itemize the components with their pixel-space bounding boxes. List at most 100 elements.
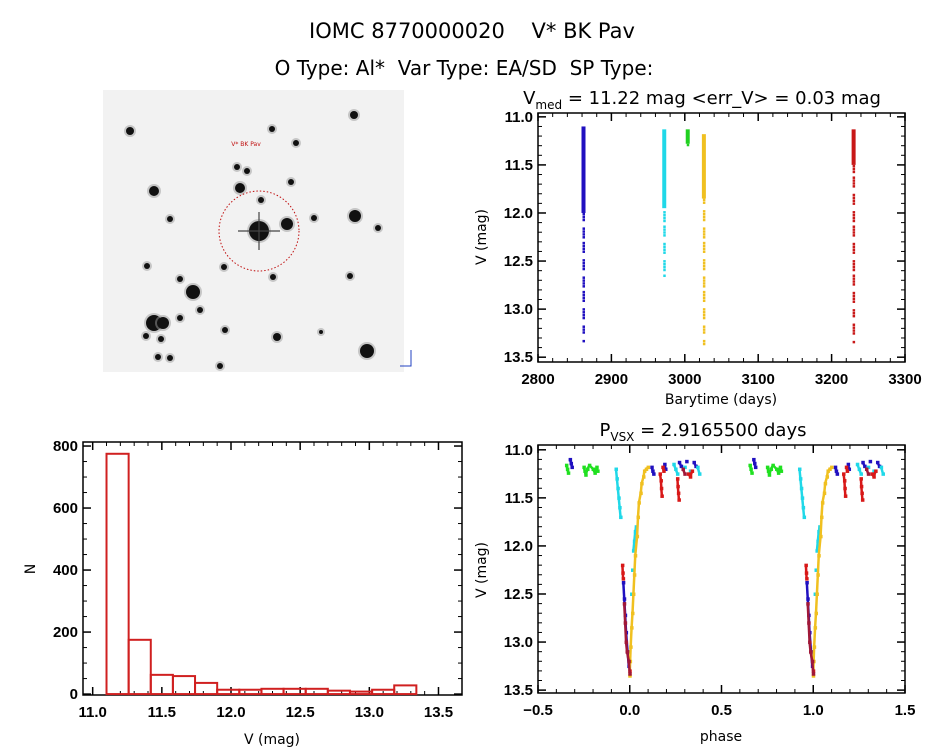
data-point-season-2 <box>663 260 666 263</box>
star <box>149 186 159 196</box>
star <box>293 140 299 146</box>
data-point-blue <box>685 459 689 464</box>
x-tick-label: 3300 <box>888 371 921 388</box>
data-segment-gold <box>816 555 821 575</box>
star <box>273 333 281 341</box>
figure-title: IOMC 8770000020 V* BK Pav <box>309 19 635 43</box>
data-point-season-5 <box>852 323 856 327</box>
data-segment-gold <box>629 627 633 647</box>
y-tick-label: 12.0 <box>504 205 533 222</box>
data-point-season-5 <box>852 262 856 266</box>
data-segment-gold <box>635 517 640 537</box>
data-point-season-4 <box>702 325 706 328</box>
histogram-bar <box>105 452 130 696</box>
star <box>126 127 134 135</box>
data-point-season-5 <box>852 291 856 295</box>
y-tick-label: 11.5 <box>505 157 533 174</box>
data-point-green <box>750 471 754 475</box>
data-point-season-4 <box>702 201 706 204</box>
data-point-season-1 <box>582 311 586 314</box>
sky-image: V* BK Pav <box>103 90 412 372</box>
data-point-season-5 <box>852 182 856 185</box>
data-segment-dark-red <box>809 651 814 662</box>
data-point-season-2 <box>663 216 666 220</box>
data-point-blue <box>877 464 882 469</box>
data-point-season-4 <box>702 230 706 233</box>
data-segment-gold <box>819 517 823 537</box>
data-point-green <box>593 471 597 475</box>
y-tick-label: 13.5 <box>504 682 533 699</box>
data-point-season-1 <box>582 328 586 331</box>
data-point-season-5 <box>852 219 856 223</box>
data-segment-cyan <box>800 497 805 508</box>
data-point-season-4 <box>702 210 706 213</box>
data-point-gold <box>642 469 647 473</box>
light-curve-ylabel: V (mag) <box>474 209 490 265</box>
star-field <box>124 109 383 371</box>
data-point-gold <box>817 554 821 558</box>
data-point-season-1 <box>582 247 586 251</box>
data-point-season-2 <box>663 242 666 246</box>
data-segment-gold <box>631 593 635 614</box>
data-segment-cyan <box>798 468 802 479</box>
data-point-green <box>586 467 590 472</box>
data-point-gold <box>820 501 825 505</box>
data-point-season-1 <box>582 250 586 253</box>
star <box>270 274 276 280</box>
data-point-gold <box>826 469 830 473</box>
data-point-gold <box>822 491 827 496</box>
data-point-season-1 <box>582 215 586 219</box>
data-segment-cyan <box>615 478 620 489</box>
data-point-cyan <box>817 530 821 534</box>
data-segment-dark-red <box>808 641 812 652</box>
data-point-blue <box>652 472 656 476</box>
data-point-season-5 <box>852 280 856 283</box>
data-point-season-1 <box>582 276 586 279</box>
histogram-bar <box>194 681 219 696</box>
data-point-season-5 <box>852 294 856 298</box>
data-point-gold <box>812 645 817 649</box>
star <box>167 355 173 361</box>
data-point-green <box>769 467 774 472</box>
data-point-blue <box>664 467 668 472</box>
light-curve-xlabel: Barytime (days) <box>665 392 777 408</box>
data-point-season-1 <box>582 325 586 328</box>
data-segment-gold <box>636 502 641 518</box>
data-point-season-2 <box>663 219 666 223</box>
data-point-season-4 <box>702 262 706 265</box>
data-point-season-1 <box>582 212 586 216</box>
data-point-cyan <box>630 592 634 596</box>
data-point-season-5 <box>852 312 856 315</box>
data-point-season-5 <box>852 251 856 254</box>
star <box>235 183 245 193</box>
data-point-season-4 <box>702 299 706 303</box>
data-point-season-4 <box>702 236 706 239</box>
data-point-gold <box>811 674 816 678</box>
y-tick-label: 400 <box>53 562 78 579</box>
data-point-red <box>860 498 865 502</box>
data-point-season-5 <box>852 228 856 231</box>
data-point-gold <box>813 626 818 630</box>
phase-curve-ylabel: V (mag) <box>474 542 490 598</box>
star <box>311 215 317 221</box>
x-tick-label: −0.5 <box>523 702 553 719</box>
data-point-season-4 <box>702 328 706 331</box>
y-tick-label: 13.5 <box>504 349 533 366</box>
star <box>258 197 264 203</box>
data-point-green <box>566 471 571 475</box>
y-tick-label: 11.0 <box>505 109 533 126</box>
data-cluster-season-4 <box>701 134 706 199</box>
histogram-bar <box>326 689 351 696</box>
data-point-gold <box>630 626 634 630</box>
data-point-green <box>776 471 781 475</box>
data-point-season-4 <box>702 311 706 314</box>
data-segment-gold <box>628 646 632 662</box>
data-point-cyan <box>631 568 635 572</box>
data-cluster-season-3 <box>685 129 690 144</box>
star <box>360 344 374 358</box>
y-tick-label: 12.0 <box>504 538 533 555</box>
data-point-season-2 <box>663 265 666 269</box>
data-point-gold <box>646 465 651 470</box>
data-point-season-4 <box>702 282 706 285</box>
histogram-ylabel: N <box>23 564 39 574</box>
